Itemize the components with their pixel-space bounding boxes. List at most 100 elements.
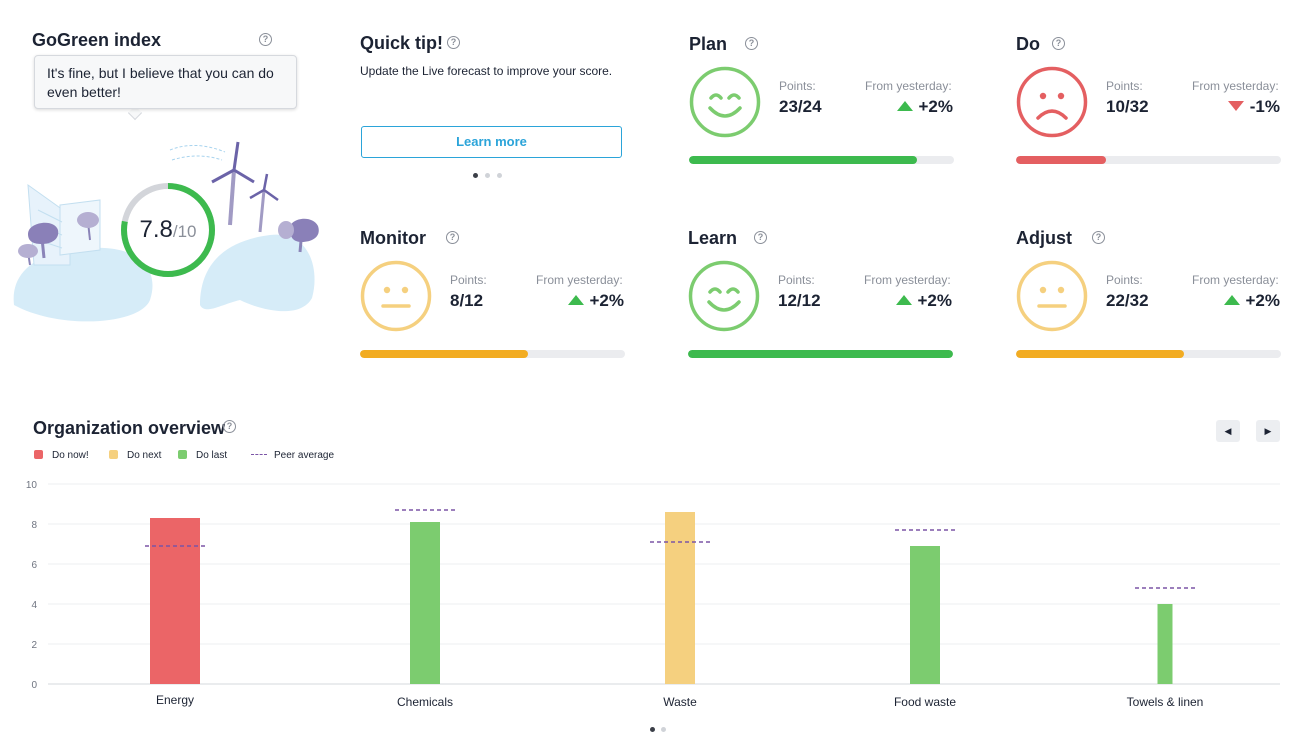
quick-tip-text: Update the Live forecast to improve your…: [360, 64, 613, 78]
bar-food-waste: [910, 546, 940, 684]
bar-energy: [150, 518, 200, 684]
learn-progress-track: [688, 350, 953, 358]
monitor-points-value: 8/12: [450, 291, 484, 310]
overview-bar-chart: 0 2 4 6 8 10 Energy Chemicals Waste Food waste Tow…: [26, 480, 1280, 709]
monitor-title: Monitor: [360, 228, 426, 248]
plan-delta: +2%: [896, 97, 954, 117]
x-tick-label: Towels & linen: [1127, 695, 1204, 709]
adjust-title: Adjust: [1016, 228, 1072, 248]
plan-help-icon[interactable]: ?: [745, 37, 758, 50]
quick-tip-title: Quick tip!: [360, 33, 444, 53]
do-progress-fill: [1016, 156, 1107, 164]
bar-towels-linen: [1157, 604, 1173, 684]
bar-chemicals: [410, 522, 440, 684]
adjust-help-icon[interactable]: ?: [1092, 231, 1105, 244]
overview-title: Organization overview: [33, 418, 226, 438]
do-delta-value: -1%: [1249, 97, 1280, 116]
arrow-up-icon: [896, 101, 913, 111]
plan-progress-fill: [689, 156, 917, 164]
learn-more-button[interactable]: Learn more: [361, 126, 622, 158]
do-points-label: Points:: [1106, 79, 1143, 93]
plan-from-label: From yesterday:: [865, 79, 952, 93]
do-help-icon[interactable]: ?: [1052, 37, 1065, 50]
do-title: Do: [1016, 34, 1040, 54]
monitor-points-label: Points:: [450, 273, 487, 287]
adjust-from-label: From yesterday:: [1192, 273, 1279, 287]
learn-progress-fill: [688, 350, 953, 358]
y-tick-label: 2: [31, 640, 37, 651]
monitor-delta: +2%: [567, 291, 625, 311]
plan-delta-value: +2%: [918, 97, 954, 116]
gogreen-score-ring: [121, 183, 215, 277]
plan-title: Plan: [689, 34, 728, 54]
legend-peer-average: Peer average: [251, 450, 334, 461]
adjust-delta: +2%: [1223, 291, 1281, 311]
eco-illustration: [13, 141, 319, 322]
legend-do-next-label: Do next: [127, 450, 162, 461]
learn-help-icon[interactable]: ?: [754, 231, 767, 244]
learn-from-label: From yesterday:: [864, 273, 951, 287]
legend-peer-label: Peer average: [274, 450, 335, 461]
learn-delta: +2%: [895, 291, 953, 311]
legend-do-next-swatch: [109, 450, 118, 459]
y-tick-label: 6: [31, 560, 37, 571]
chart-pager-dot-2[interactable]: [661, 727, 666, 732]
adjust-points-label: Points:: [1106, 273, 1143, 287]
legend-do-last-swatch: [178, 450, 187, 459]
do-sad-face-icon: [1016, 66, 1088, 143]
legend-do-now-label: Do now!: [52, 450, 89, 461]
legend-do-last: Do last: [178, 450, 227, 461]
adjust-progress-track: [1016, 350, 1281, 358]
legend-peer-dash: [251, 454, 267, 455]
overview-help-icon[interactable]: ?: [223, 420, 236, 433]
adjust-points-value: 22/32: [1106, 291, 1149, 310]
x-tick-label: Food waste: [894, 695, 956, 709]
adjust-neutral-face-icon: [1016, 260, 1088, 337]
x-tick-label: Chemicals: [397, 695, 453, 709]
plan-points-label: Points:: [779, 79, 816, 93]
y-tick-label: 10: [26, 480, 38, 491]
legend-do-next: Do next: [109, 450, 161, 461]
gogreen-score-max: /10: [172, 222, 197, 241]
gogreen-help-icon[interactable]: ?: [259, 33, 272, 46]
quick-tip-help-icon[interactable]: ?: [447, 36, 460, 49]
arrow-down-icon: [1227, 101, 1244, 111]
carousel-dot-3[interactable]: [497, 173, 502, 178]
do-points-value: 10/32: [1106, 97, 1149, 116]
monitor-from-label: From yesterday:: [536, 273, 623, 287]
do-delta: -1%: [1227, 97, 1280, 117]
learn-delta-value: +2%: [917, 291, 953, 310]
x-tick-label: Energy: [156, 693, 194, 707]
chart-next-button[interactable]: ▶: [1256, 420, 1280, 442]
legend-do-last-label: Do last: [196, 450, 228, 461]
gogreen-score: 7.8/10: [120, 182, 216, 278]
monitor-delta-value: +2%: [589, 291, 625, 310]
gogreen-score-arc: [121, 183, 215, 277]
carousel-dot-2[interactable]: [485, 173, 490, 178]
chart-pager-dot-1[interactable]: [650, 727, 655, 732]
x-tick-label: Waste: [663, 695, 697, 709]
y-tick-label: 4: [31, 600, 37, 611]
learn-title: Learn: [688, 228, 738, 248]
monitor-help-icon[interactable]: ?: [446, 231, 459, 244]
legend-do-now: Do now!: [34, 450, 89, 461]
plan-happy-face-icon: [689, 66, 761, 143]
do-from-label: From yesterday:: [1192, 79, 1279, 93]
y-tick-label: 8: [31, 520, 37, 531]
learn-points-label: Points:: [778, 273, 815, 287]
monitor-progress-fill: [360, 350, 529, 358]
carousel-dot-1[interactable]: [473, 173, 478, 178]
y-tick-label: 0: [31, 680, 37, 691]
do-progress-track: [1016, 156, 1281, 164]
arrow-up-icon: [895, 295, 912, 305]
plan-points-value: 23/24: [779, 97, 822, 116]
chart-prev-button[interactable]: ◀: [1216, 420, 1240, 442]
adjust-delta-value: +2%: [1245, 291, 1281, 310]
adjust-progress-fill: [1016, 350, 1185, 358]
arrow-up-icon: [567, 295, 584, 305]
plan-progress-track: [689, 156, 954, 164]
monitor-neutral-face-icon: [360, 260, 432, 337]
bar-waste: [665, 512, 695, 684]
learn-points-value: 12/12: [778, 291, 821, 310]
gogreen-title: GoGreen index: [32, 30, 162, 50]
